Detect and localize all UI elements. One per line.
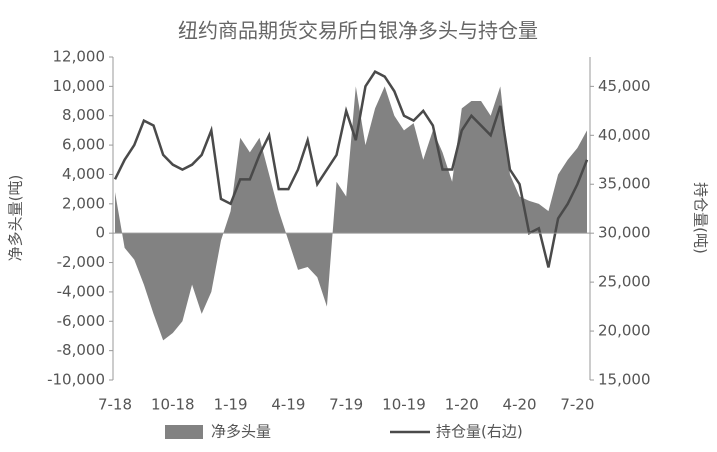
y2-tick-label: 25,000 xyxy=(598,273,651,291)
y2-tick-label: 40,000 xyxy=(598,126,651,144)
x-tick-label: 7-18 xyxy=(98,396,132,414)
legend-swatch xyxy=(165,425,203,439)
y-tick-label: 4,000 xyxy=(62,165,105,183)
y2-tick-label: 15,000 xyxy=(598,371,651,389)
y2-axis-label: 持仓量(吨) xyxy=(692,182,710,254)
y-tick-label: -10,000 xyxy=(47,371,105,389)
chart-title: 纽约商品期货交易所白银净多头与持仓量 xyxy=(178,19,538,43)
legend-label: 持仓量(右边) xyxy=(436,423,523,441)
y-tick-label: 2,000 xyxy=(62,194,105,212)
y-axis-label: 净多头量(吨) xyxy=(7,175,25,262)
y2-tick-label: 20,000 xyxy=(598,322,651,340)
x-tick-label: 7-20 xyxy=(560,396,594,414)
y-tick-label: 10,000 xyxy=(53,77,106,95)
x-tick-label: 10-18 xyxy=(151,396,195,414)
y-tick-label: 12,000 xyxy=(53,48,106,66)
y-tick-label: 8,000 xyxy=(62,106,105,124)
x-tick-label: 7-19 xyxy=(329,396,363,414)
x-tick-label: 1-19 xyxy=(214,396,248,414)
y2-tick-label: 45,000 xyxy=(598,77,651,95)
y2-tick-label: 30,000 xyxy=(598,224,651,242)
legend-label: 净多头量 xyxy=(211,423,271,441)
x-tick-label: 4-19 xyxy=(271,396,305,414)
y-tick-label: 0 xyxy=(95,224,105,242)
y-tick-label: 6,000 xyxy=(62,136,105,154)
y-tick-label: -4,000 xyxy=(57,282,105,300)
y-tick-label: -2,000 xyxy=(57,253,105,271)
x-tick-label: 4-20 xyxy=(503,396,537,414)
y-tick-label: -8,000 xyxy=(57,341,105,359)
x-tick-label: 1-20 xyxy=(445,396,479,414)
y-tick-label: -6,000 xyxy=(57,312,105,330)
open-interest-line xyxy=(113,70,589,268)
y2-tick-label: 35,000 xyxy=(598,175,651,193)
net-long-area xyxy=(115,86,587,341)
x-tick-label: 10-19 xyxy=(382,396,426,414)
